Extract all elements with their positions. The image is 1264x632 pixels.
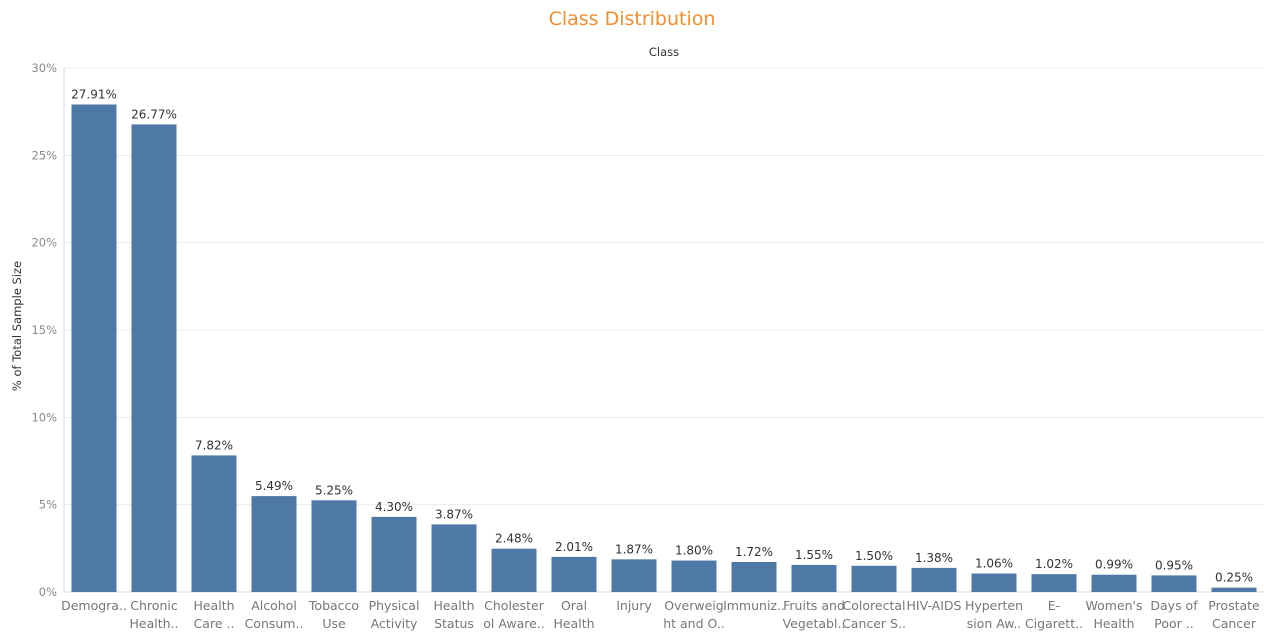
bar[interactable] (71, 104, 117, 592)
bar[interactable] (1031, 574, 1077, 592)
category-label: Hyperten (965, 598, 1023, 613)
y-tick-label: 0% (39, 585, 57, 599)
data-label: 4.30% (375, 500, 413, 514)
data-label: 27.91% (71, 88, 117, 102)
category-label: Cancer S.. (842, 616, 906, 631)
bar[interactable] (971, 573, 1017, 592)
data-label: 1.87% (615, 542, 653, 556)
category-label: Vegetabl.. (783, 616, 846, 631)
bar[interactable] (911, 567, 957, 592)
bar[interactable] (1211, 587, 1257, 592)
grid-lines (64, 67, 1264, 593)
bar[interactable] (551, 556, 597, 592)
bar[interactable] (251, 496, 297, 592)
category-label: Activity (371, 616, 418, 631)
data-label: 3.87% (435, 507, 473, 521)
category-label: Women's (1085, 598, 1142, 613)
chart-title: Class Distribution (548, 8, 716, 30)
data-label: 0.95% (1155, 558, 1193, 572)
column-header: Class (649, 45, 679, 59)
category-label: Injury (616, 598, 652, 613)
category-label: Cigarett.. (1025, 616, 1083, 631)
category-label: Chronic (130, 598, 178, 613)
data-label: 1.80% (675, 544, 713, 558)
bar[interactable] (851, 565, 897, 592)
data-label: 5.25% (315, 483, 353, 497)
category-label: E- (1048, 598, 1060, 613)
y-tick-label: 25% (31, 148, 57, 162)
y-tick-label: 30% (31, 61, 57, 75)
data-label: 26.77% (131, 107, 177, 121)
data-label: 7.82% (195, 438, 233, 452)
bar[interactable] (671, 560, 717, 592)
data-label: 2.01% (555, 540, 593, 554)
data-label: 1.06% (975, 556, 1013, 570)
bar[interactable] (371, 516, 417, 592)
bar[interactable] (491, 548, 537, 592)
data-label: 0.99% (1095, 558, 1133, 572)
data-label: 5.49% (255, 479, 293, 493)
bar[interactable] (311, 500, 357, 592)
category-label: Immuniz.. (723, 598, 785, 613)
category-label: Poor .. (1154, 616, 1193, 631)
bar[interactable] (1151, 575, 1197, 592)
category-label: ht and O.. (663, 616, 725, 631)
labels: 0% 5% 10% 15% 20% 25% 30% 27.91% Demogra.. 26.77%… (31, 61, 1260, 631)
y-tick-label: 20% (31, 236, 57, 250)
category-label: Oral (561, 598, 587, 613)
category-label: Care .. (194, 616, 235, 631)
bar[interactable] (611, 559, 657, 592)
data-label: 2.48% (495, 532, 533, 546)
category-label: Cancer (1212, 616, 1257, 631)
bar[interactable] (731, 561, 777, 592)
category-label: Demogra.. (61, 598, 127, 613)
y-tick-label: 10% (31, 410, 57, 424)
category-label: Prostate (1208, 598, 1260, 613)
category-label: Alcohol (251, 598, 297, 613)
category-label: ol Aware.. (483, 616, 545, 631)
data-label: 1.02% (1035, 557, 1073, 571)
data-label: 1.50% (855, 549, 893, 563)
category-label: Days of (1150, 598, 1198, 613)
category-label: Cholester (484, 598, 545, 613)
category-label: Fruits and (783, 598, 845, 613)
bar[interactable] (191, 455, 237, 592)
category-label: Health (1093, 616, 1134, 631)
category-label: Overweig (664, 598, 723, 613)
category-label: Health (193, 598, 234, 613)
bar[interactable] (431, 524, 477, 592)
category-label: Consum.. (245, 616, 304, 631)
bar[interactable] (1091, 574, 1137, 592)
data-label: 1.38% (915, 551, 953, 565)
data-label: 0.25% (1215, 571, 1253, 585)
category-label: sion Aw.. (967, 616, 1022, 631)
category-label: Health (433, 598, 474, 613)
data-label: 1.72% (735, 545, 773, 559)
y-tick-label: 15% (31, 323, 57, 337)
y-axis-title: % of Total Sample Size (10, 261, 24, 391)
bar[interactable] (131, 124, 177, 593)
category-label: Health.. (130, 616, 179, 631)
category-label: Colorectal (843, 598, 906, 613)
category-label: Tobacco (308, 598, 359, 613)
category-label: Use (322, 616, 346, 631)
category-label: Status (434, 616, 474, 631)
y-tick-label: 5% (39, 498, 57, 512)
bar[interactable] (791, 564, 837, 592)
bars (71, 104, 1257, 593)
category-label: Health (553, 616, 594, 631)
category-label: Physical (369, 598, 420, 613)
data-label: 1.55% (795, 548, 833, 562)
category-label: HIV-AIDS (907, 598, 962, 613)
